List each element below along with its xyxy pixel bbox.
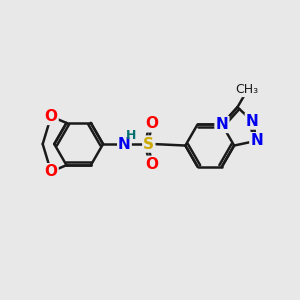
Text: O: O: [145, 116, 158, 131]
Text: N: N: [118, 136, 131, 152]
Text: N: N: [250, 133, 263, 148]
Text: O: O: [44, 164, 58, 179]
Text: N: N: [246, 113, 259, 128]
Text: S: S: [143, 136, 154, 152]
Text: N: N: [216, 117, 228, 132]
Text: CH₃: CH₃: [235, 83, 258, 97]
Text: O: O: [44, 109, 58, 124]
Text: H: H: [126, 129, 136, 142]
Text: O: O: [145, 157, 158, 172]
